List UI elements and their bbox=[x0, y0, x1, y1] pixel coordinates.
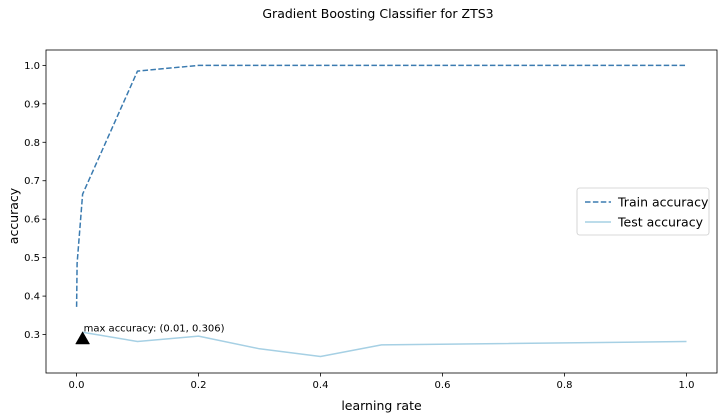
y-tick-label: 0.4 bbox=[24, 292, 40, 303]
x-tick-label: 0.2 bbox=[191, 380, 207, 391]
y-tick-label: 0.8 bbox=[24, 138, 40, 149]
legend-box bbox=[576, 187, 710, 236]
legend-label-test: Test accuracy bbox=[617, 215, 704, 230]
y-tick-label: 0.3 bbox=[24, 330, 40, 341]
y-tick-label: 0.6 bbox=[24, 215, 40, 226]
series-line-train bbox=[75, 64, 687, 307]
legend: Train accuracy Test accuracy bbox=[576, 187, 710, 236]
x-tick-label: 1.0 bbox=[679, 380, 695, 391]
plot-area: 0.0 0.2 0.4 0.6 0.8 1.0 0.3 0.4 0.5 0.6 0.7 0.8 0.9 1… bbox=[24, 49, 718, 391]
y-axis-label: accuracy bbox=[6, 187, 21, 244]
series-line-test bbox=[82, 331, 687, 358]
y-tick-label: 1.0 bbox=[24, 61, 40, 72]
x-tick-label: 0.0 bbox=[69, 380, 85, 391]
plot-frame bbox=[45, 49, 718, 374]
x-tick-label: 0.6 bbox=[435, 380, 451, 391]
max-accuracy-marker bbox=[75, 331, 91, 345]
chart-title: Gradient Boosting Classifier for ZTS3 bbox=[262, 6, 493, 21]
x-tick-label: 0.4 bbox=[313, 380, 329, 391]
legend-label-train: Train accuracy bbox=[617, 195, 709, 210]
y-tick-label: 0.7 bbox=[24, 176, 40, 187]
x-tick-label: 0.8 bbox=[557, 380, 573, 391]
y-tick-label: 0.5 bbox=[24, 253, 40, 264]
y-tick-label: 0.9 bbox=[24, 99, 40, 110]
x-axis-label: learning rate bbox=[341, 398, 422, 413]
max-accuracy-annotation: max accuracy: (0.01, 0.306) bbox=[84, 323, 225, 334]
